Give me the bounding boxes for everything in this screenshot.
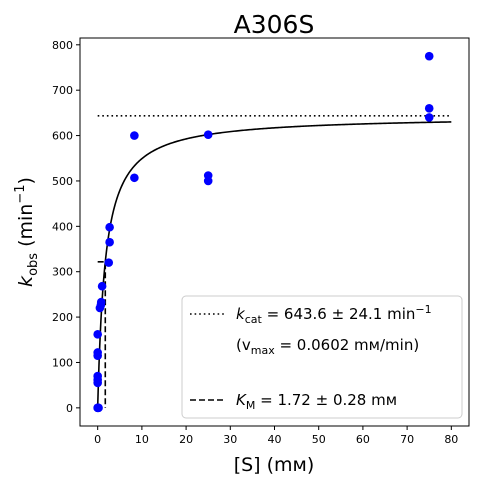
legend-km-sub: M <box>246 399 256 412</box>
plot-area: 0 10 20 30 40 50 60 70 80 0 100 200 300 400 500 600 700… <box>52 37 470 446</box>
data-point <box>105 237 114 247</box>
x-tick-label: 50 <box>312 433 326 446</box>
legend-kcat-value: = 643.6 ± 24.1 min <box>262 305 416 323</box>
legend-kcat-label: kcat = 643.6 ± 24.1 min−1 <box>236 303 432 326</box>
y-tick-label: 0 <box>66 402 73 415</box>
data-point <box>93 330 102 339</box>
legend-km-var: K <box>236 391 247 409</box>
data-point <box>424 51 434 61</box>
y-axis-title-unit-sup: −1 <box>13 184 28 203</box>
x-tick-label: 40 <box>268 433 282 446</box>
x-tick-label: 70 <box>400 433 414 446</box>
data-point <box>130 173 139 183</box>
y-tick-label: 700 <box>52 84 73 97</box>
data-point <box>424 104 434 113</box>
y-tick-label: 300 <box>52 266 73 279</box>
y-axis-title-sub: obs <box>26 253 41 276</box>
y-tick-label: 400 <box>52 220 73 233</box>
x-tick-label: 0 <box>94 433 101 446</box>
km-line <box>97 261 107 408</box>
legend-km-value: = 1.72 ± 0.28 mм <box>255 391 397 409</box>
y-axis-title-unit: (min <box>15 204 37 253</box>
legend-kcat-var: k <box>236 305 246 323</box>
data-point <box>96 297 106 307</box>
data-point <box>93 371 102 381</box>
legend-km-label: KM = 1.72 ± 0.28 mм <box>236 391 397 412</box>
y-axis-title: kobs (min−1) <box>13 177 41 287</box>
legend-kcat-sup: −1 <box>415 303 431 316</box>
data-point <box>203 130 213 139</box>
legend: kcat = 643.6 ± 24.1 min−1 (vmax = 0.0602… <box>181 295 463 419</box>
legend-kcat-sub: cat <box>245 313 263 326</box>
x-axis: 0 10 20 30 40 50 60 70 80 <box>94 426 458 446</box>
data-points <box>93 51 434 413</box>
y-axis-title-unit-close: ) <box>15 177 37 184</box>
legend-box <box>181 295 463 419</box>
y-tick-label: 800 <box>52 39 73 52</box>
data-point <box>105 222 114 232</box>
y-axis: 0 100 200 300 400 500 600 700 800 <box>52 39 80 415</box>
y-tick-label: 200 <box>52 311 73 324</box>
data-point <box>424 113 434 122</box>
data-point <box>104 258 114 267</box>
x-axis-title: [S] (mм) <box>234 454 315 476</box>
data-point <box>94 403 103 413</box>
y-tick-label: 600 <box>52 130 73 143</box>
y-axis-title-var: k <box>15 275 37 287</box>
y-tick-label: 500 <box>52 175 73 188</box>
x-tick-label: 80 <box>444 433 458 446</box>
data-point <box>203 171 213 180</box>
legend-vmax-label: (vmax = 0.0602 mм/min) <box>236 336 419 357</box>
x-tick-label: 30 <box>223 433 237 446</box>
y-tick-label: 100 <box>52 356 73 369</box>
data-point <box>97 281 107 291</box>
x-tick-label: 10 <box>135 433 149 446</box>
data-point <box>93 348 102 357</box>
legend-vmax-pre: (v <box>236 336 251 354</box>
chart-title: A306S <box>234 10 315 39</box>
x-tick-label: 20 <box>179 433 193 446</box>
legend-vmax-sub: max <box>251 344 275 357</box>
x-tick-label: 60 <box>356 433 370 446</box>
data-point <box>130 131 139 140</box>
legend-vmax-value: = 0.0602 mм/min) <box>275 336 419 354</box>
